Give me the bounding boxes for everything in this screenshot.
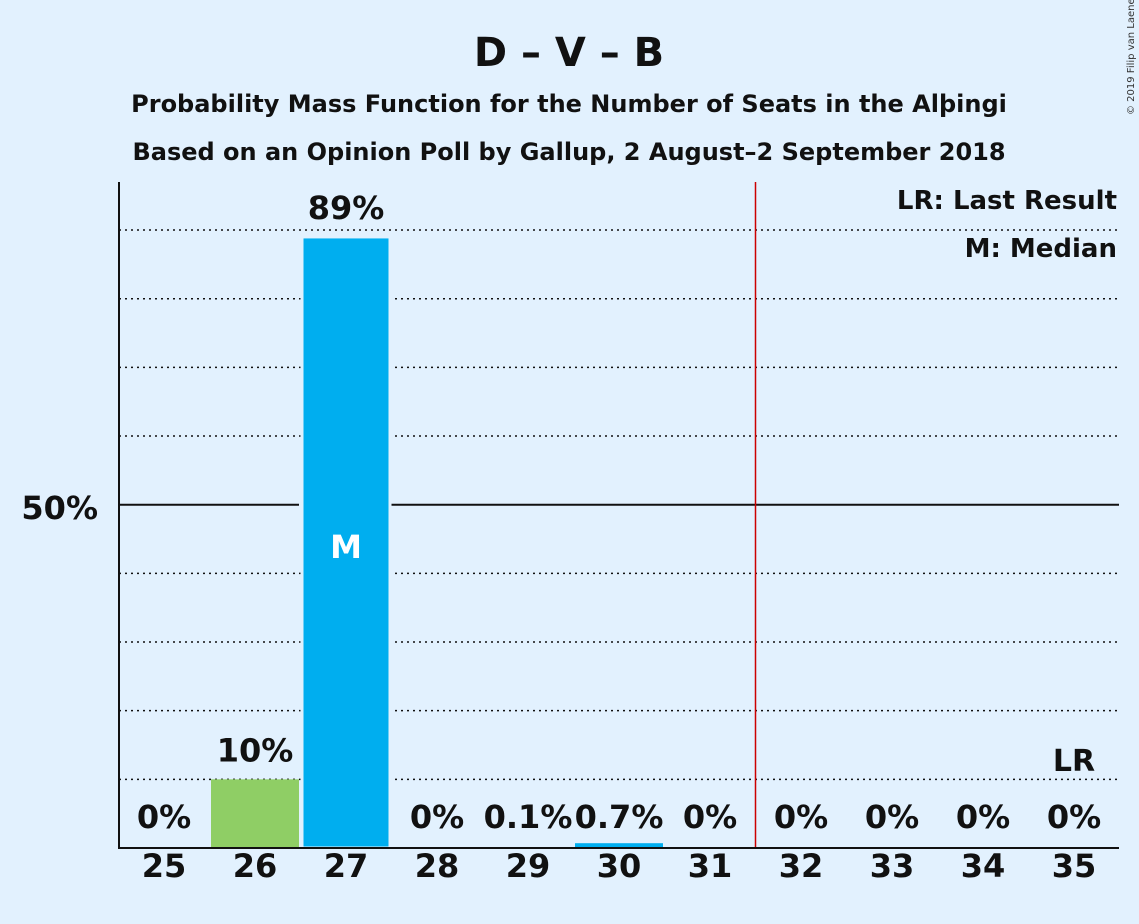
last-result-marker: LR	[1053, 744, 1095, 779]
value-label-seat-28: 0%	[410, 798, 464, 836]
legend-median: M: Median	[965, 234, 1117, 264]
x-tick-32: 32	[779, 847, 824, 885]
copyright-notice: © 2019 Filip van Laenen	[1126, 0, 1137, 115]
median-marker: M	[330, 528, 362, 566]
x-tick-28: 28	[415, 847, 460, 885]
y-axis-50-label: 50%	[21, 489, 98, 527]
x-tick-34: 34	[961, 847, 1006, 885]
value-label-seat-29: 0.1%	[484, 798, 573, 836]
x-tick-31: 31	[688, 847, 733, 885]
x-tick-labels: 25 26 27 28 29 30 31 32 33 34 35	[142, 847, 1097, 885]
x-tick-29: 29	[506, 847, 551, 885]
value-label-seat-27: 89%	[308, 189, 385, 227]
value-label-seat-31: 0%	[683, 798, 737, 836]
x-tick-33: 33	[870, 847, 915, 885]
value-label-seat-25: 0%	[137, 798, 191, 836]
value-label-seat-32: 0%	[774, 798, 828, 836]
x-tick-27: 27	[324, 847, 369, 885]
chart-subtitle-1: Probability Mass Function for the Number…	[131, 90, 1007, 118]
value-label-seat-26: 10%	[217, 731, 294, 769]
bar-seat-27	[300, 235, 392, 850]
bar-seat-26	[211, 779, 299, 848]
x-tick-35: 35	[1052, 847, 1097, 885]
chart-title: D – V – B	[474, 30, 664, 76]
value-label-seat-34: 0%	[956, 798, 1010, 836]
x-tick-30: 30	[597, 847, 642, 885]
bar-seat-30	[575, 843, 663, 848]
gridlines	[119, 182, 1119, 848]
median-bar-gap	[299, 502, 302, 507]
value-label-seat-33: 0%	[865, 798, 919, 836]
value-labels: 0% 10% 89% M 0% 0.1% 0.7% 0% 0% 0% 0% 0% LR	[137, 189, 1101, 836]
x-tick-26: 26	[233, 847, 278, 885]
x-tick-25: 25	[142, 847, 187, 885]
value-label-seat-30: 0.7%	[575, 798, 664, 836]
chart-subtitle-2: Based on an Opinion Poll by Gallup, 2 Au…	[132, 138, 1005, 166]
value-label-seat-35: 0%	[1047, 798, 1101, 836]
legend-last-result: LR: Last Result	[897, 186, 1117, 216]
